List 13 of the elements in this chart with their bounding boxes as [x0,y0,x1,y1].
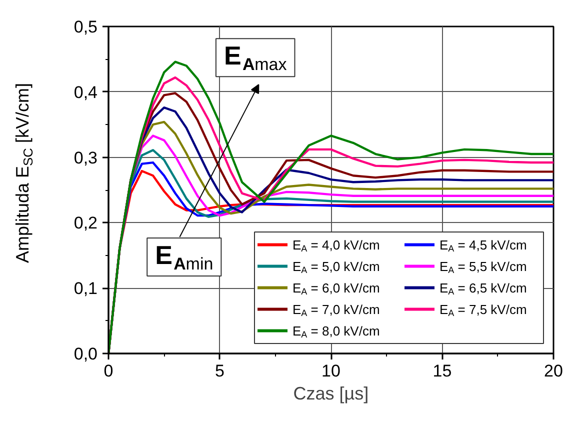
y-tick-label: 0,4 [74,82,98,102]
x-tick-label: 20 [544,362,563,380]
x-axis-title: Czas [µs] [293,384,369,404]
x-tick-label: 5 [215,362,224,380]
y-tick-label: 0,2 [74,214,98,233]
x-tick-label: 10 [322,362,340,380]
y-tick-label: 0,5 [74,18,98,36]
x-tick-label: 15 [432,362,452,380]
y-axis-title: Amplituda ESC [kV/cm] [12,82,36,264]
x-tick-label: 0 [104,362,114,380]
y-tick-label: 0,1 [74,279,98,298]
y-tick-label: 0,3 [74,148,98,168]
y-tick-label: 0,0 [74,344,98,364]
